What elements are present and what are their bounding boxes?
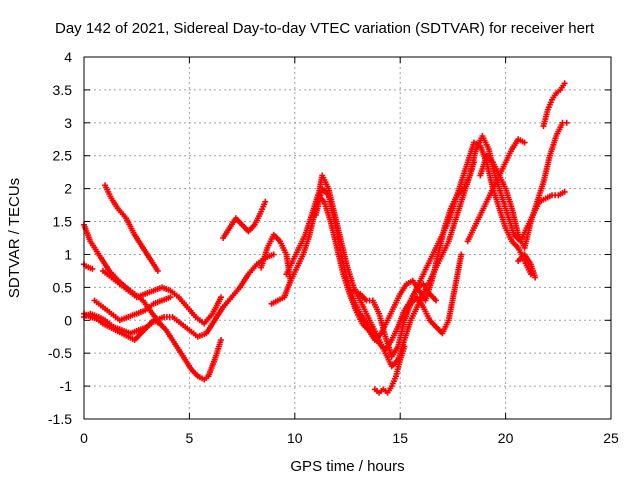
series-8-markers [220, 198, 269, 241]
y-tick-label: 1.5 [53, 214, 73, 230]
y-axis-label: SDTVAR / TECUs [6, 178, 23, 298]
x-tick-label: 15 [392, 430, 408, 446]
series-6-points [100, 267, 224, 327]
series-8-points [220, 198, 269, 241]
series-5-points [102, 182, 161, 274]
axis-ticks: -1.5 -1 -0.5 0 0.5 1 1.5 2 2.5 3 3.5 4 0 5 10 15 20 25 [48, 49, 619, 446]
x-tick-label: 5 [186, 430, 194, 446]
y-tick-label: 3.5 [53, 82, 73, 98]
x-tick-label: 10 [287, 430, 303, 446]
y-tick-label: 3 [64, 115, 72, 131]
series-17-markers [477, 119, 570, 251]
series-18-points [540, 80, 568, 130]
series-13-points [350, 251, 465, 360]
series-15-markers [407, 139, 534, 304]
series-12-markers [312, 185, 439, 353]
plot-frame [83, 56, 612, 420]
series-7-markers [91, 294, 174, 324]
grid-lines [84, 57, 611, 419]
series-19-markers [515, 251, 539, 281]
x-tick-label: 25 [603, 430, 619, 446]
x-axis-label: GPS time / hours [290, 458, 404, 475]
series-16-points [464, 136, 528, 245]
series-7-points [91, 294, 174, 324]
chart-title: Day 142 of 2021, Sidereal Day-to-day VTE… [55, 20, 595, 37]
series-1-points [81, 221, 163, 327]
y-tick-label: -0.5 [48, 345, 72, 361]
series-11-points [287, 159, 477, 370]
y-tick-label: 0.5 [53, 279, 73, 295]
y-tick-label: 1 [64, 246, 72, 262]
series-17-points [477, 119, 570, 251]
series-2-markers [81, 261, 96, 272]
y-tick-label: 4 [64, 49, 72, 65]
series-16-markers [464, 136, 528, 245]
series-11-markers [287, 159, 477, 370]
y-tick-label: 2 [64, 181, 72, 197]
series-13-markers [350, 251, 465, 360]
series-12-points [312, 185, 439, 353]
y-tick-label: 2.5 [53, 148, 73, 164]
series-15-points [407, 139, 534, 304]
y-tick-label: 0 [64, 312, 72, 328]
series-14-markers [371, 343, 408, 396]
series-5-markers [102, 182, 161, 274]
y-tick-label: -1.5 [48, 411, 72, 427]
x-tick-label: 0 [80, 430, 88, 446]
series-1-markers [81, 221, 163, 327]
series-19-points [515, 251, 539, 281]
series-14-points [371, 343, 408, 396]
series-9-points [258, 231, 294, 307]
series-9-markers [258, 231, 294, 307]
series-2-points [81, 261, 96, 272]
series-18-markers [540, 80, 568, 130]
x-tick-label: 20 [498, 430, 514, 446]
data-points [81, 80, 570, 396]
y-tick-label: -1 [60, 378, 73, 394]
series-6-markers [100, 267, 224, 327]
